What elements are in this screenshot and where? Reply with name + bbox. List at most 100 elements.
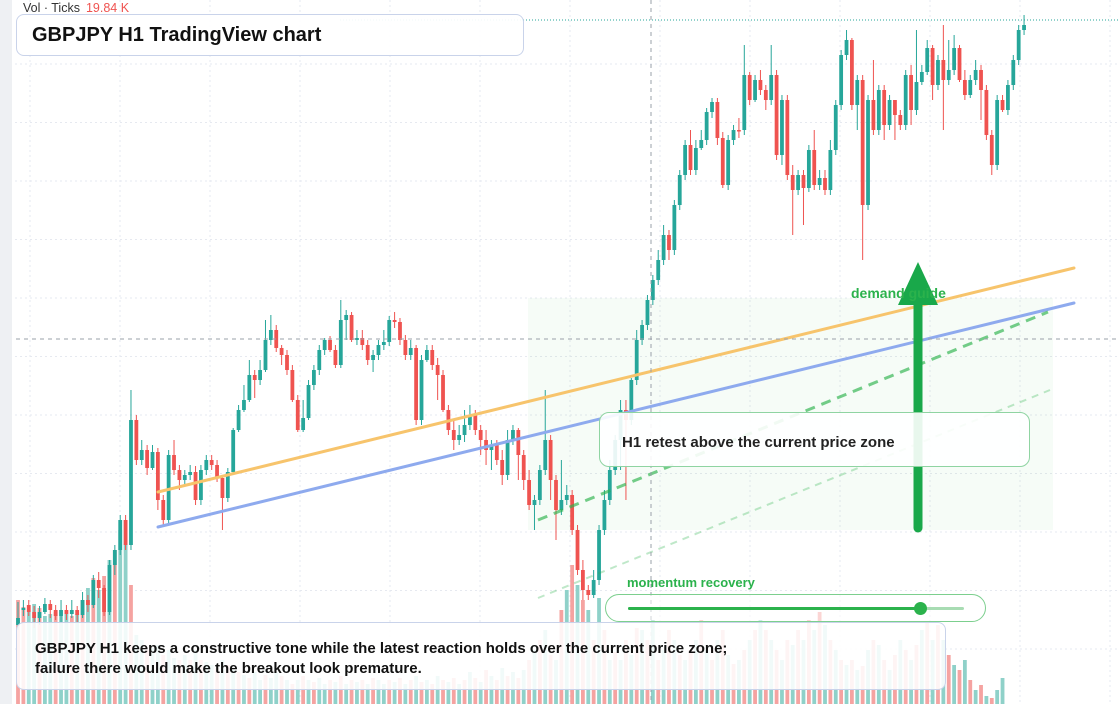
- candle: [1022, 15, 1026, 35]
- candle: [306, 380, 311, 420]
- candle-body: [129, 420, 133, 545]
- chart-title: GBPJPY H1 TradingView chart: [32, 24, 322, 46]
- candle: [500, 450, 505, 485]
- candle: [527, 470, 531, 510]
- candle-body: [16, 618, 20, 625]
- volume-bar: [268, 678, 273, 704]
- candle-body: [484, 440, 488, 450]
- candle: [451, 420, 456, 450]
- candle-body: [586, 590, 591, 595]
- demand-guide-label: demand guide: [851, 285, 946, 301]
- candle: [742, 45, 747, 135]
- left-edge-bar: [0, 0, 12, 704]
- candle-body: [102, 588, 106, 612]
- candle-body: [112, 550, 117, 565]
- candle-body: [731, 130, 736, 140]
- momentum-gauge[interactable]: [605, 594, 986, 622]
- candle-body: [796, 175, 800, 190]
- candle-body: [1011, 60, 1016, 85]
- candle-body: [790, 175, 795, 190]
- volume-bar: [371, 678, 375, 704]
- candle: [876, 85, 881, 135]
- candle: [403, 335, 408, 360]
- candle: [365, 340, 370, 365]
- candle: [107, 560, 112, 615]
- volume-bar: [968, 680, 973, 704]
- candle: [586, 585, 591, 600]
- candle: [575, 525, 580, 575]
- candle-body: [876, 90, 881, 130]
- candle: [925, 40, 930, 75]
- candle: [150, 445, 155, 470]
- candle-body: [215, 465, 219, 478]
- volume-bar: [290, 684, 295, 704]
- candle-body: [946, 70, 951, 80]
- candle-body: [930, 48, 935, 85]
- candle: [371, 350, 375, 372]
- candle-body: [575, 530, 580, 570]
- candle-body: [753, 80, 757, 100]
- candle-body: [48, 604, 53, 610]
- candle: [516, 428, 521, 480]
- candle-body: [537, 470, 542, 500]
- candle: [850, 38, 854, 110]
- candle-body: [209, 460, 214, 465]
- candle-body: [747, 75, 752, 100]
- candle: [769, 45, 774, 105]
- candle: [683, 140, 688, 180]
- volume-bar: [360, 680, 365, 704]
- candle-body: [398, 322, 402, 340]
- candle: [973, 60, 978, 85]
- candle-body: [521, 455, 526, 480]
- candle: [801, 170, 806, 225]
- candle: [48, 600, 53, 618]
- candle-body: [742, 75, 747, 130]
- candle: [790, 165, 795, 235]
- candle: [236, 405, 241, 432]
- candle: [941, 25, 946, 130]
- candle: [37, 606, 42, 625]
- candle-body: [355, 338, 359, 340]
- volume-bar: [478, 682, 483, 704]
- candle: [570, 490, 575, 535]
- candle: [844, 30, 849, 60]
- candle-body: [1000, 100, 1005, 110]
- momentum-gauge-knob[interactable]: [914, 602, 928, 615]
- candle: [828, 140, 833, 195]
- candle: [833, 100, 838, 155]
- candle-body: [699, 140, 704, 148]
- candle-body: [285, 355, 289, 370]
- candle-body: [312, 370, 316, 385]
- candle: [737, 118, 741, 138]
- candle-body: [365, 345, 370, 360]
- candle: [984, 85, 989, 140]
- candle-body: [75, 610, 80, 615]
- candle-body: [193, 472, 198, 500]
- candle: [796, 170, 800, 195]
- volume-bar: [1000, 678, 1005, 704]
- candle-body: [683, 145, 688, 175]
- candle-body: [543, 440, 548, 470]
- candle: [344, 310, 349, 340]
- candle: [607, 460, 612, 505]
- candle-body: [301, 418, 306, 430]
- candle-body: [882, 90, 887, 125]
- candle-body: [107, 565, 112, 612]
- volume-bar: [457, 684, 462, 704]
- candle: [398, 318, 402, 345]
- candle-body: [322, 340, 327, 350]
- candle: [381, 330, 386, 350]
- candle-body: [780, 100, 784, 155]
- retest-note-box[interactable]: H1 retest above the current price zone: [599, 412, 1030, 467]
- volume-bar: [317, 678, 322, 704]
- candle-body: [914, 82, 919, 110]
- candle: [710, 98, 714, 118]
- candle: [360, 330, 365, 350]
- volume-bar: [381, 684, 386, 704]
- candle-body: [441, 375, 445, 410]
- candle-body: [893, 100, 897, 115]
- candle: [301, 400, 306, 432]
- candle-body: [500, 460, 505, 475]
- chart-title-box: GBPJPY H1 TradingView chart: [16, 14, 524, 56]
